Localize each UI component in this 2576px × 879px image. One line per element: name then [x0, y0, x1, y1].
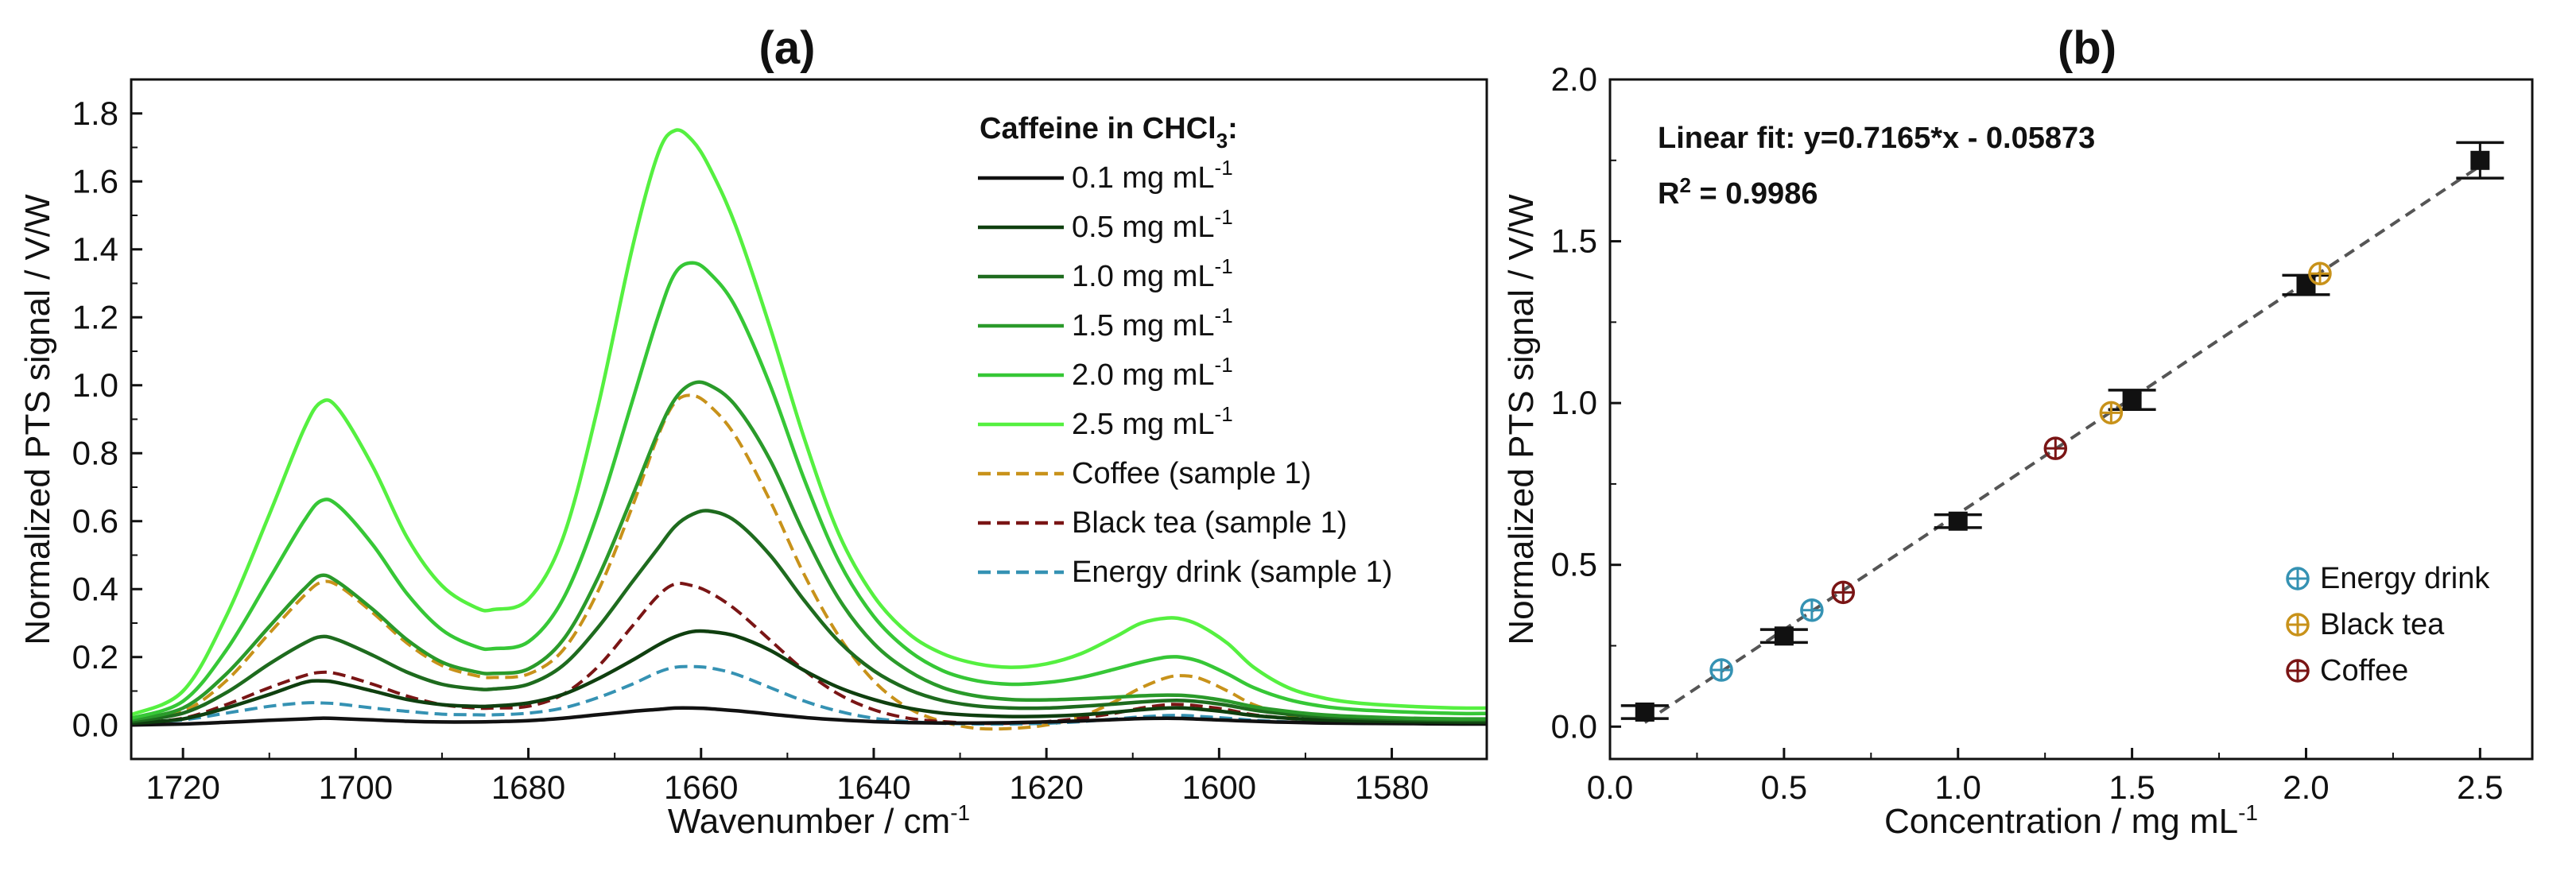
panel-a-x-tick-label: 1620 — [1009, 769, 1083, 806]
calibration-marker — [1948, 511, 1968, 531]
panel-b-y-tick-label: 1.5 — [1551, 223, 1597, 260]
panel-a-x-tick-label: 1640 — [836, 769, 910, 806]
panel-b-y-axis-label: Normalized PTS signal / V/W — [1502, 194, 1541, 645]
panel-b-x-tick-label: 2.5 — [2457, 769, 2503, 806]
sample-point-black-tea — [2099, 401, 2124, 425]
panel-a-title: (a) — [759, 22, 816, 74]
panel-a-y-tick-label: 0.8 — [72, 434, 118, 471]
legend-label: Energy drink — [2320, 562, 2490, 595]
calibration-point — [1934, 511, 1982, 531]
legend-label: 1.0 mg mL-1 — [1072, 254, 1233, 293]
legend-label: 2.0 mg mL-1 — [1072, 353, 1233, 392]
series-line-1-0-mg-ml — [130, 509, 1488, 724]
legend-marker — [2286, 613, 2310, 637]
panel-a-y-tick-label: 1.8 — [72, 95, 118, 132]
panel-a-x-tick-label: 1660 — [664, 769, 738, 806]
series-line-2-5-mg-ml — [130, 128, 1488, 717]
sample-point-energy-drink — [1800, 598, 1824, 622]
calibration-marker — [1635, 702, 1655, 722]
sample-point-coffee — [2043, 436, 2068, 460]
panel-a-y-tick-label: 0.6 — [72, 502, 118, 540]
legend-label: Black tea — [2320, 608, 2445, 641]
calibration-marker — [2122, 390, 2142, 410]
panel-b-y-tick-label: 1.0 — [1551, 384, 1597, 421]
panel-a-y-tick-label: 1.6 — [72, 162, 118, 199]
series-line-0-5-mg-ml — [130, 629, 1488, 726]
sample-point-black-tea — [2308, 261, 2332, 286]
fit-equation: Linear fit: y=0.7165*x - 0.05873 — [1658, 122, 2095, 155]
legend-label: Black tea (sample 1) — [1072, 506, 1347, 540]
legend-label: 0.5 mg mL-1 — [1072, 205, 1233, 244]
panel-b-y-tick-label: 0.0 — [1551, 707, 1597, 745]
panel-b: (b) 0.0 0.5 1.0 1.5 2.0 2.5 0.0 0.5 1.0 1.5 2.0 Li… — [1502, 22, 2534, 841]
panel-a-frame — [130, 78, 1488, 761]
calibration-marker — [1774, 626, 1794, 646]
panel-a-legend: Caffeine in CHCl3: 0.1 mg mL-1 0.5 mg mL-… — [978, 112, 1392, 589]
panel-a-legend-items: 0.1 mg mL-1 0.5 mg mL-1 1.0 mg mL-1 1.5 mg … — [978, 156, 1392, 589]
series-line-black-tea-sample-1 — [130, 582, 1488, 726]
panel-b-y-tick-label: 2.0 — [1551, 60, 1597, 98]
panel-b-x-tick-label: 2.0 — [2283, 769, 2329, 806]
panel-a-x-tick-label: 1680 — [491, 769, 565, 806]
calibration-marker — [2470, 150, 2490, 170]
series-line-coffee-sample-1 — [130, 393, 1488, 731]
calibration-point — [1620, 702, 1669, 722]
legend-label: Coffee — [2320, 654, 2408, 687]
r-squared: R2 = 0.9986 — [1658, 173, 1818, 211]
legend-marker — [2286, 567, 2310, 591]
panel-b-title: (b) — [2058, 22, 2116, 74]
legend-label: Coffee (sample 1) — [1072, 457, 1311, 490]
calibration-marker — [2296, 275, 2316, 295]
panel-a-x-tick-label: 1720 — [145, 769, 219, 806]
series-line-energy-drink-sample-1 — [130, 664, 1487, 726]
panel-a-y-tick-label: 0.4 — [72, 570, 118, 607]
panel-b-frame — [1608, 78, 2534, 761]
panel-a-x-axis-label: Wavenumber / cm-1 — [668, 800, 970, 841]
calibration-point — [2108, 389, 2156, 412]
series-line-2-0-mg-ml — [130, 261, 1488, 720]
panel-a-y-tick-label: 0.0 — [72, 706, 118, 743]
legend-label: 1.5 mg mL-1 — [1072, 304, 1233, 343]
panel-b-x-tick-label: 1.5 — [2109, 769, 2155, 806]
panel-b-x-axis-label: Concentration / mg mL-1 — [1884, 800, 2258, 841]
series-line-1-5-mg-ml — [130, 380, 1488, 722]
panel-b-x-tick-label: 0.0 — [1587, 769, 1633, 806]
panel-a-x-tick-label: 1600 — [1182, 769, 1256, 806]
panel-a-y-axis-label: Normalized PTS signal / V/W — [18, 194, 57, 645]
panel-b-ticks: 0.0 0.5 1.0 1.5 2.0 2.5 0.0 0.5 1.0 1.5 2.0 — [1551, 60, 2504, 806]
calibration-point — [2456, 141, 2504, 180]
legend-label: 0.1 mg mL-1 — [1072, 156, 1233, 195]
calibration-point — [1759, 626, 1808, 646]
panel-a-legend-title: Caffeine in CHCl3: — [980, 112, 1238, 153]
panel-a-x-tick-label: 1580 — [1355, 769, 1429, 806]
panel-b-x-tick-label: 1.0 — [1935, 769, 1981, 806]
panel-a-y-tick-label: 1.2 — [72, 298, 118, 335]
legend-marker — [2286, 659, 2310, 683]
panel-b-plot — [1620, 141, 2504, 724]
series-line-0-1-mg-ml — [130, 706, 1487, 727]
legend-label: 2.5 mg mL-1 — [1072, 402, 1233, 441]
panel-a-ticks: 1720 1700 1680 1660 1640 1620 1600 1580 0.0 0.2 0.… — [72, 95, 1430, 806]
legend-label: Energy drink (sample 1) — [1072, 556, 1392, 589]
panel-b-y-tick-label: 0.5 — [1551, 546, 1597, 583]
panel-a: (a) 1720 1700 1680 1660 1640 1620 1600 1580 0.0 0… — [18, 22, 1488, 841]
panel-b-legend: Energy drink Black tea Coffee — [2286, 562, 2490, 687]
panel-a-x-tick-label: 1700 — [319, 769, 393, 806]
panel-a-y-tick-label: 0.2 — [72, 638, 118, 676]
panel-a-y-tick-label: 1.0 — [72, 366, 118, 404]
panel-b-x-tick-label: 0.5 — [1761, 769, 1807, 806]
panel-a-y-tick-label: 1.4 — [72, 230, 118, 268]
panel-a-series — [130, 128, 1488, 731]
sample-point-coffee — [1831, 580, 1856, 605]
sample-point-energy-drink — [1709, 658, 1733, 682]
